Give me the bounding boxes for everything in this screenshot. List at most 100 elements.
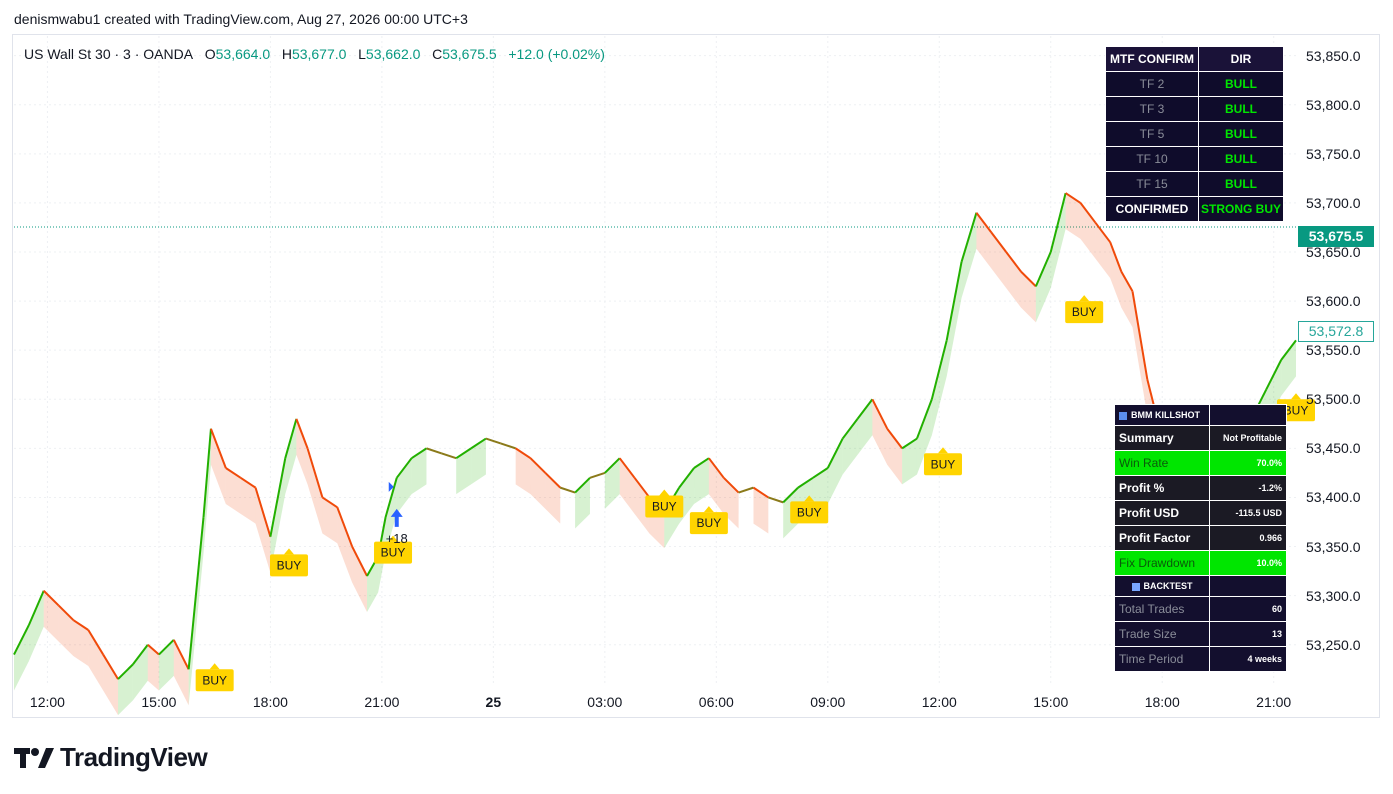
mtf-tf-cell: TF 10 bbox=[1105, 146, 1199, 172]
entry-marker-label: +18 bbox=[386, 531, 408, 546]
series-shade bbox=[634, 477, 650, 534]
buy-marker[interactable]: BUY bbox=[790, 495, 829, 524]
series-segment bbox=[13, 624, 30, 655]
mtf-header-confirm: MTF CONFIRM bbox=[1105, 46, 1199, 72]
buy-marker[interactable]: BUY bbox=[689, 506, 728, 535]
series-segment bbox=[336, 506, 354, 547]
buy-marker-box bbox=[645, 495, 684, 518]
series-shade bbox=[902, 438, 917, 485]
entry-arrow-icon[interactable] bbox=[390, 508, 403, 527]
series-shade bbox=[396, 458, 412, 514]
buy-marker[interactable]: BUY bbox=[374, 535, 413, 564]
series-shade bbox=[88, 630, 104, 691]
buy-marker-pointer bbox=[804, 495, 815, 502]
win-rate-value: 70.0% bbox=[1209, 450, 1287, 476]
price-tick-label: 53,500.0 bbox=[1306, 391, 1361, 408]
series-shade bbox=[1132, 291, 1148, 416]
price-tick-label: 53,350.0 bbox=[1306, 538, 1361, 555]
mtf-dir-cell: BULL bbox=[1198, 96, 1284, 122]
buy-marker[interactable]: BUY bbox=[1277, 393, 1315, 422]
buy-marker-label: BUY bbox=[202, 673, 227, 687]
series-segment bbox=[1020, 270, 1037, 288]
summary-label: Summary bbox=[1114, 425, 1210, 451]
buy-marker-label: BUY bbox=[652, 499, 677, 513]
calendar-icon bbox=[1131, 582, 1140, 591]
total-trades-label: Total Trades bbox=[1114, 596, 1210, 622]
series-segment bbox=[158, 639, 175, 656]
series-segment bbox=[284, 418, 298, 459]
buy-marker-label: BUY bbox=[1072, 305, 1097, 319]
series-shade bbox=[857, 399, 873, 455]
series-segment bbox=[678, 467, 695, 489]
low-label: L bbox=[358, 46, 366, 62]
mtf-tf-cell: TF 3 bbox=[1105, 96, 1199, 122]
series-shade bbox=[307, 448, 323, 534]
series-shade bbox=[515, 448, 531, 495]
series-segment bbox=[1120, 271, 1134, 292]
price-series bbox=[13, 192, 1297, 716]
series-shade bbox=[385, 477, 397, 554]
series-shade bbox=[352, 546, 368, 612]
symbol-name: US Wall St 30 · 3 · OANDA bbox=[24, 46, 194, 62]
time-tick-label: 09:00 bbox=[810, 694, 846, 710]
series-shade bbox=[158, 639, 174, 691]
buy-marker[interactable]: BUY bbox=[1065, 295, 1104, 324]
series-segment bbox=[1280, 339, 1297, 361]
ema-price-tag: 53,572.8 bbox=[1298, 321, 1374, 342]
series-segment bbox=[708, 457, 725, 479]
series-segment bbox=[254, 487, 272, 538]
buy-marker[interactable]: BUY bbox=[195, 663, 234, 692]
symbol-legend[interactable]: US Wall St 30 · 3 · OANDA O53,664.0 H53,… bbox=[24, 46, 605, 62]
series-segment bbox=[240, 476, 257, 489]
buy-marker-label: BUY bbox=[797, 505, 822, 519]
series-shade bbox=[931, 340, 947, 436]
series-shade bbox=[132, 644, 148, 701]
mtf-header-dir: DIR bbox=[1198, 46, 1284, 72]
time-tick-label: 15:00 bbox=[141, 694, 177, 710]
profit-usd-label: Profit USD bbox=[1114, 500, 1210, 526]
time-tick-label: 18:00 bbox=[1144, 694, 1180, 710]
high-label: H bbox=[281, 46, 292, 62]
price-tick-label: 53,550.0 bbox=[1306, 342, 1361, 359]
buy-marker-box bbox=[1065, 301, 1104, 324]
series-segment bbox=[693, 457, 710, 469]
trade-size-label: Trade Size bbox=[1114, 621, 1210, 647]
time-period-label: Time Period bbox=[1114, 646, 1210, 672]
series-segment bbox=[768, 496, 784, 504]
series-shade bbox=[976, 212, 992, 269]
series-shade bbox=[961, 212, 977, 298]
backtest-table: BMM KILLSHOT Summary Not Profitable Win … bbox=[1114, 404, 1287, 672]
backtest-section-blank bbox=[1209, 575, 1287, 597]
time-tick-label: 18:00 bbox=[252, 694, 288, 710]
backtest-section-text: BACKTEST bbox=[1143, 581, 1193, 591]
series-segment bbox=[470, 437, 487, 450]
series-segment bbox=[132, 644, 149, 665]
price-tick-label: 53,700.0 bbox=[1306, 194, 1361, 211]
mtf-tf-cell: TF 15 bbox=[1105, 171, 1199, 197]
series-shade bbox=[916, 399, 932, 475]
mtf-dir-cell: BULL bbox=[1198, 71, 1284, 97]
series-segment bbox=[306, 448, 324, 498]
series-segment bbox=[295, 418, 309, 449]
mtf-dir-cell: BULL bbox=[1198, 171, 1284, 197]
buy-marker[interactable]: BUY bbox=[645, 489, 684, 518]
buy-marker-pointer bbox=[283, 548, 294, 555]
buy-marker[interactable]: BUY bbox=[269, 548, 308, 577]
series-segment bbox=[72, 619, 89, 631]
series-shade bbox=[575, 477, 590, 529]
buy-marker[interactable]: BUY bbox=[923, 447, 962, 476]
series-shade bbox=[1065, 193, 1081, 239]
price-tick-label: 53,450.0 bbox=[1306, 440, 1361, 457]
series-shade bbox=[708, 458, 724, 514]
series-shade bbox=[1095, 222, 1111, 279]
series-segment bbox=[426, 447, 442, 455]
series-shade bbox=[173, 639, 189, 706]
series-segment bbox=[752, 486, 769, 499]
tradingview-brand[interactable]: TradingView bbox=[14, 742, 208, 773]
chart-frame[interactable] bbox=[12, 34, 1380, 718]
series-segment bbox=[544, 472, 561, 489]
series-shade bbox=[946, 261, 962, 377]
series-shade bbox=[827, 438, 843, 504]
series-segment bbox=[930, 340, 948, 400]
buy-marker-pointer bbox=[209, 663, 220, 670]
